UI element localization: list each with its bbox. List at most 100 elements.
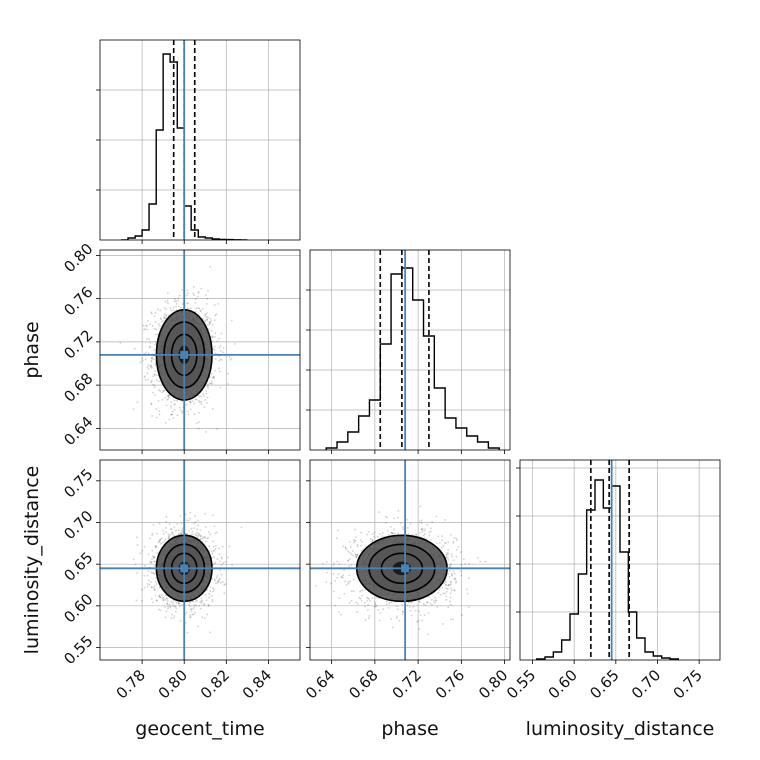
sample-point: [440, 546, 443, 549]
sample-point: [214, 544, 217, 547]
panel-frame: [309, 249, 511, 451]
sample-point: [147, 364, 150, 366]
sample-point: [398, 619, 401, 622]
sample-point: [155, 328, 158, 331]
sample-point: [396, 605, 398, 608]
sample-point: [229, 358, 232, 361]
sample-point: [160, 537, 163, 540]
sample-point: [189, 605, 192, 608]
sample-point: [207, 603, 210, 606]
sample-point: [439, 593, 442, 596]
sample-point: [198, 395, 201, 397]
sample-point: [448, 575, 451, 578]
sample-point: [219, 386, 222, 389]
sample-point: [445, 598, 448, 601]
sample-point: [429, 602, 432, 605]
sample-point: [161, 391, 163, 394]
sample-point: [444, 592, 446, 595]
panel-content-scatter-luminosity_distance-vs-geocent_time: [100, 460, 300, 660]
sample-point: [428, 534, 431, 537]
sample-point: [135, 536, 138, 539]
sample-point: [158, 539, 161, 542]
sample-point: [164, 389, 166, 392]
sample-point: [347, 550, 350, 553]
sample-point: [175, 302, 178, 305]
sample-point: [157, 323, 160, 326]
sample-point: [366, 596, 369, 599]
sample-point: [430, 527, 432, 530]
sample-point: [190, 608, 192, 611]
sample-point: [185, 403, 188, 406]
sample-point: [346, 559, 349, 562]
sample-point: [190, 527, 193, 530]
sample-point: [427, 595, 430, 598]
sample-point: [193, 603, 196, 606]
sample-point: [139, 361, 142, 364]
sample-point: [163, 315, 166, 318]
sample-point: [154, 560, 156, 563]
sample-point: [143, 545, 146, 548]
sample-point: [146, 582, 149, 585]
sample-point: [193, 413, 196, 416]
sample-point: [418, 610, 421, 613]
sample-point: [407, 601, 410, 604]
sample-point: [178, 602, 181, 605]
sample-point: [450, 563, 452, 566]
sample-point: [460, 574, 463, 577]
sample-point: [205, 392, 208, 395]
sample-point: [342, 574, 345, 577]
sample-point: [157, 389, 160, 391]
sample-point: [164, 538, 167, 541]
sample-point: [203, 604, 205, 607]
sample-point: [449, 603, 452, 606]
sample-point: [455, 555, 458, 558]
panel-hist-luminosity_distance: 0.55 0.60 0.65 0.70 0.75: [503, 459, 721, 702]
sample-point: [151, 357, 154, 360]
sample-point: [191, 400, 194, 403]
sample-point: [189, 400, 191, 403]
sample-point: [422, 534, 425, 537]
sample-point: [173, 408, 176, 411]
sample-point: [223, 583, 226, 586]
sample-point: [449, 564, 452, 567]
sample-point: [161, 398, 164, 401]
sample-point: [154, 545, 157, 548]
sample-point: [152, 383, 155, 386]
sample-point: [336, 560, 339, 563]
sample-point: [185, 611, 188, 614]
sample-point: [198, 604, 201, 607]
sample-point: [390, 601, 393, 604]
sample-point: [190, 533, 192, 536]
sample-point: [210, 382, 213, 385]
sample-point: [199, 529, 202, 531]
sample-point: [428, 531, 431, 534]
sample-point: [158, 540, 161, 543]
sample-point: [185, 294, 188, 297]
sample-point: [168, 395, 170, 397]
sample-point: [164, 599, 167, 601]
sample-point: [368, 599, 371, 602]
sample-point: [158, 380, 160, 383]
sample-point: [156, 532, 158, 535]
sample-point: [165, 404, 168, 407]
panel-hist-geocent_time: [96, 39, 301, 244]
sample-point: [180, 529, 183, 532]
sample-point: [361, 540, 364, 543]
sample-point: [222, 347, 225, 349]
sample-point: [166, 292, 169, 295]
sample-point: [188, 603, 190, 606]
sample-point: [364, 605, 367, 608]
sample-point: [204, 431, 207, 433]
sample-point: [322, 562, 324, 565]
sample-point: [153, 589, 156, 591]
sample-point: [353, 540, 356, 542]
sample-point: [149, 560, 151, 563]
sample-point: [148, 338, 150, 341]
sample-point: [171, 533, 174, 536]
sample-point: [446, 552, 449, 554]
sample-point: [211, 578, 213, 580]
sample-point: [159, 390, 162, 392]
sample-point: [157, 399, 160, 402]
sample-point: [146, 585, 149, 588]
sample-point: [207, 386, 210, 389]
